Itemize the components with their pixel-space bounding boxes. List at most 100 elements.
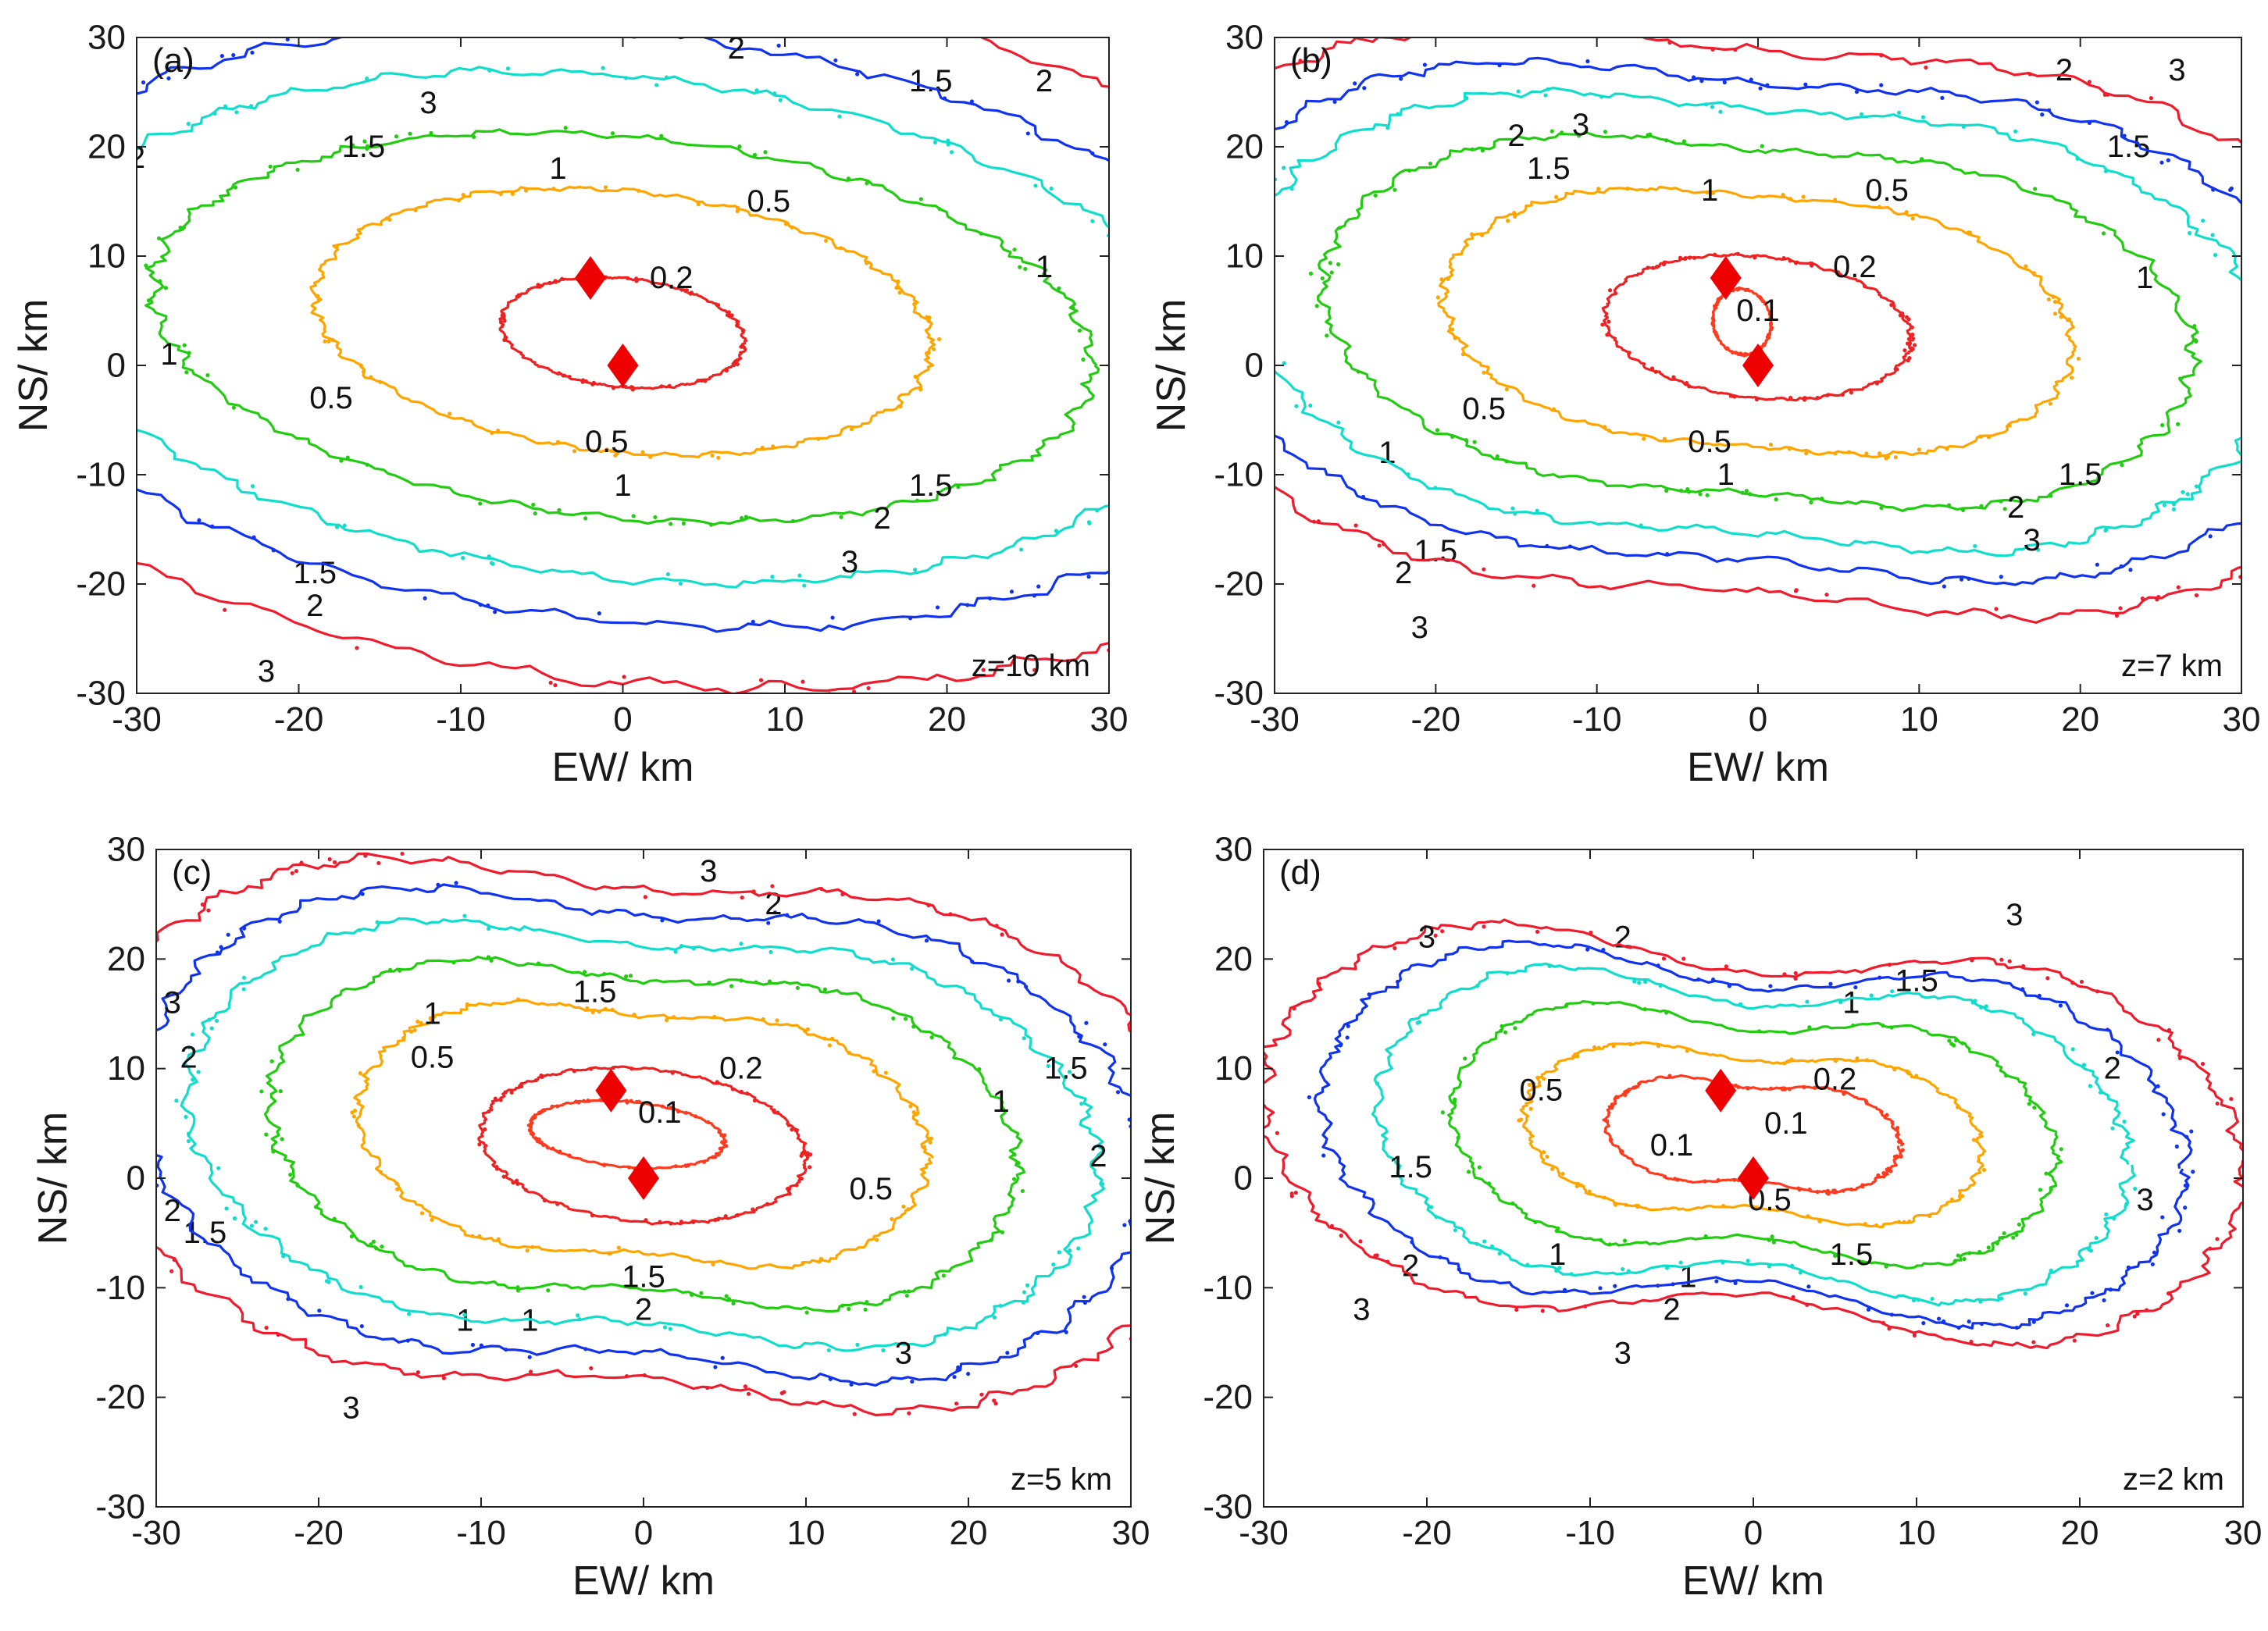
contour-dot bbox=[823, 238, 829, 243]
contour-dot bbox=[1504, 459, 1509, 464]
contour-dot bbox=[1864, 451, 1869, 456]
contour-dot bbox=[79, 195, 83, 199]
contour-dot bbox=[1671, 375, 1676, 379]
contour-dot bbox=[1732, 1177, 1737, 1182]
contour-dot bbox=[1093, 258, 1097, 262]
contour-dot bbox=[691, 1220, 696, 1224]
contour-label: 2 bbox=[765, 887, 782, 921]
contour-dot bbox=[827, 1043, 832, 1048]
contour-dot bbox=[271, 1149, 276, 1154]
contour-dot bbox=[1833, 451, 1838, 456]
contour-label: 2 bbox=[728, 31, 745, 66]
contour-dot bbox=[163, 286, 169, 290]
contour-dot bbox=[1282, 166, 1286, 170]
contour-dot bbox=[2211, 187, 2216, 192]
contour-dot bbox=[1399, 77, 1403, 81]
contour-dot bbox=[1079, 1102, 1084, 1106]
contour-dot bbox=[1942, 584, 1946, 589]
contour-dot bbox=[751, 889, 756, 894]
contour-dot bbox=[1864, 1101, 1869, 1106]
contour-dot bbox=[1664, 1266, 1670, 1270]
contour-dot bbox=[362, 139, 367, 144]
contour-dot bbox=[1489, 1244, 1494, 1249]
contour-dot bbox=[911, 1024, 916, 1029]
contour-dot bbox=[942, 96, 947, 101]
contour-dot bbox=[1881, 1174, 1886, 1179]
contour-dot bbox=[1623, 1092, 1628, 1098]
contour-dot bbox=[1337, 226, 1343, 230]
contour-dot bbox=[496, 428, 501, 433]
contour-dot bbox=[415, 1019, 420, 1024]
contour-dot bbox=[518, 1084, 522, 1088]
contour-dot bbox=[2034, 100, 2039, 105]
contour-dot bbox=[1308, 403, 1313, 408]
contour-dot bbox=[669, 1106, 673, 1110]
contour-dot bbox=[323, 339, 327, 344]
contour-dot bbox=[493, 610, 497, 614]
contour-dot bbox=[2114, 613, 2120, 618]
contour-dot bbox=[2126, 1265, 2131, 1270]
contour-dot bbox=[1727, 984, 1731, 988]
contour-dot bbox=[2087, 80, 2091, 84]
contour-dot bbox=[1667, 1074, 1672, 1078]
x-tick-label: 30 bbox=[2223, 700, 2261, 739]
contour-dot bbox=[503, 1090, 508, 1095]
contour-dot bbox=[486, 926, 491, 931]
contour-dot bbox=[616, 1245, 621, 1250]
contour-dot bbox=[2263, 564, 2266, 568]
y-tick-label: -10 bbox=[1214, 456, 1264, 494]
contour-dot bbox=[1279, 449, 1283, 453]
contour-dot bbox=[1057, 286, 1061, 290]
contour-dot bbox=[1911, 1298, 1917, 1303]
contour-dot bbox=[1796, 1186, 1801, 1191]
contour-dot bbox=[979, 1392, 984, 1397]
contour-dot bbox=[1859, 112, 1864, 116]
contour-dot bbox=[1973, 543, 1977, 549]
contour-dot bbox=[511, 1181, 515, 1185]
contour-label: 0.5 bbox=[1519, 1074, 1563, 1108]
contour-dot bbox=[1316, 519, 1321, 524]
contour-dot bbox=[1736, 1084, 1741, 1089]
contour-dot bbox=[589, 1366, 594, 1371]
contour-dot bbox=[1862, 283, 1867, 289]
contour-dot bbox=[933, 140, 938, 144]
contour-dot bbox=[1860, 1261, 1864, 1266]
contour-dot bbox=[2166, 1291, 2171, 1296]
contour-dot bbox=[709, 522, 714, 527]
contour-dot bbox=[865, 1299, 869, 1305]
contour-dot bbox=[174, 1099, 179, 1103]
contour-dot bbox=[1767, 1237, 1771, 1242]
contour-dot bbox=[760, 445, 765, 450]
contour-dot bbox=[100, 7, 104, 11]
contour-dot bbox=[622, 675, 626, 679]
contour-dot bbox=[2191, 1170, 2195, 1174]
contour-dot bbox=[2017, 1222, 2021, 1227]
contour-dot bbox=[1895, 1154, 1899, 1159]
contour-dot bbox=[1757, 294, 1762, 300]
contour-dot bbox=[1803, 82, 1808, 87]
contour-dot bbox=[2261, 288, 2265, 292]
contour-dot bbox=[1904, 209, 1909, 215]
contour-dot bbox=[583, 379, 589, 384]
contour-dot bbox=[703, 379, 708, 383]
contour-label: 1 bbox=[549, 151, 566, 186]
contour-dot bbox=[501, 1174, 506, 1179]
contour-dot bbox=[1904, 315, 1910, 319]
contour-dot bbox=[2246, 1205, 2250, 1209]
contour-dot bbox=[2156, 1084, 2160, 1088]
contour-dot bbox=[498, 1098, 503, 1102]
contour-dot bbox=[280, 1137, 284, 1141]
contour-dot bbox=[1415, 386, 1419, 390]
x-tick-label: 20 bbox=[928, 700, 966, 739]
contour-dot bbox=[739, 978, 744, 983]
contour-dot bbox=[148, 953, 152, 956]
contour-dot bbox=[1895, 1126, 1900, 1131]
contour-dot bbox=[2183, 1205, 2188, 1210]
contour-dot bbox=[527, 1355, 532, 1359]
contour-dot bbox=[2046, 297, 2051, 302]
contour-dot bbox=[1464, 438, 1468, 443]
contour-dot bbox=[802, 583, 807, 588]
y-tick-label: 10 bbox=[1225, 237, 1264, 276]
contour-level-3 bbox=[1264, 918, 2243, 1350]
